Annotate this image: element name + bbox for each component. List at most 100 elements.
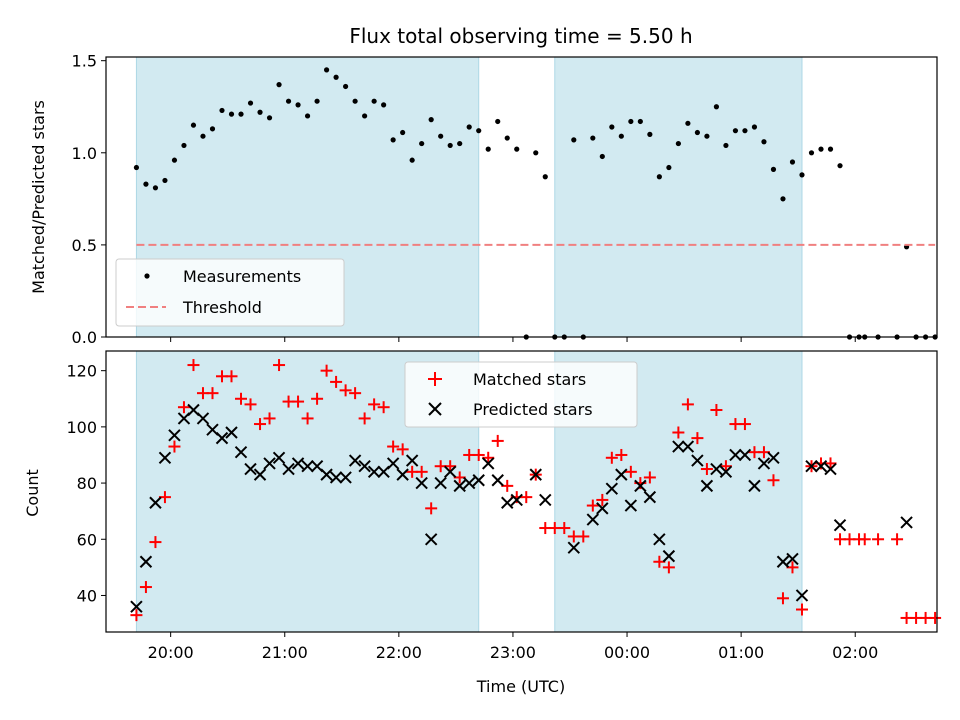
matched-stars-point — [596, 493, 609, 506]
matched-stars-point — [311, 392, 324, 405]
measurement-point — [666, 164, 672, 171]
matched-stars-point — [691, 432, 704, 445]
measurement-point — [571, 137, 577, 143]
y-tick-label: 0.5 — [72, 236, 97, 255]
predicted-stars-point — [405, 454, 419, 467]
measurement-point — [827, 146, 834, 152]
measurement-point — [171, 157, 178, 163]
measurement-point — [514, 146, 520, 152]
predicted-stars-point — [263, 457, 276, 470]
measurement-point — [266, 115, 273, 121]
measurement-point — [400, 129, 406, 136]
predicted-stars-point — [358, 460, 371, 473]
matched-stars-point — [339, 384, 352, 397]
matched-stars-point — [605, 451, 618, 464]
measurement-point — [485, 146, 491, 152]
predicted-stars-point — [605, 482, 619, 495]
matched-stars-point — [330, 375, 343, 388]
matched-stars-point — [558, 522, 571, 535]
predicted-stars-point — [805, 460, 818, 473]
measurement-point — [428, 117, 434, 123]
matched-stars-point — [444, 460, 457, 473]
predicted-stars-point — [472, 474, 485, 487]
measurement-point — [628, 118, 634, 125]
predicted-stars-point — [491, 474, 504, 487]
matched-stars-point — [501, 479, 514, 492]
matched-stars-point — [776, 592, 789, 605]
predicted-stars-point — [462, 476, 476, 490]
matched-stars-point — [786, 561, 799, 574]
x-tick-label: 20:00 — [148, 643, 194, 662]
measurement-point — [219, 107, 225, 114]
measurement-point — [770, 166, 777, 172]
measurement-point — [704, 133, 710, 139]
y-tick-label: 1.0 — [72, 144, 97, 163]
legend-predicted-label: Predicted stars — [473, 400, 593, 419]
predicted-stars-point — [653, 533, 666, 546]
matched-stars-point — [254, 418, 267, 431]
measurement-point — [780, 196, 786, 202]
predicted-stars-point — [586, 513, 600, 526]
y-tick-label: 60 — [77, 530, 97, 549]
x-axis-label: Time (UTC) — [476, 677, 565, 696]
measurement-point — [542, 174, 548, 180]
matched-stars-point — [301, 412, 314, 425]
matched-stars-point — [700, 463, 713, 476]
predicted-stars-point — [244, 462, 257, 476]
measurement-point — [304, 113, 311, 119]
measurement-point — [362, 113, 368, 119]
predicted-stars-point — [643, 490, 657, 504]
matched-stars-point — [520, 491, 533, 504]
measurement-point — [618, 133, 624, 139]
matched-stars-point — [244, 398, 257, 411]
matched-stars-point — [149, 536, 162, 549]
measurement-point — [751, 124, 758, 130]
matched-stars-point — [710, 404, 723, 417]
matched-stars-point — [767, 474, 780, 487]
matched-stars-point — [681, 398, 694, 411]
predicted-stars-point — [738, 448, 752, 462]
matched-stars-point — [396, 443, 409, 456]
predicted-stars-point — [301, 460, 314, 473]
predicted-stars-point — [196, 412, 210, 425]
predicted-stars-point — [139, 555, 153, 568]
legend-measurements-marker — [144, 273, 150, 279]
bottom-legend: Matched stars Predicted stars — [404, 361, 638, 428]
predicted-stars-point — [320, 468, 333, 481]
measurement-point — [457, 140, 463, 147]
measurement-point — [343, 83, 349, 90]
measurement-point — [647, 131, 653, 137]
matched-stars-point — [320, 364, 333, 377]
predicted-stars-point — [234, 445, 248, 459]
measurement-point — [837, 163, 843, 169]
matched-stars-point — [929, 611, 942, 624]
measurement-point — [675, 140, 681, 147]
measurement-point — [285, 98, 292, 104]
matched-stars-point — [795, 603, 808, 616]
measurement-point — [200, 133, 206, 139]
predicted-stars-point — [510, 493, 523, 507]
predicted-stars-point — [767, 451, 780, 464]
matched-stars-point — [158, 491, 171, 504]
y-tick-label: 0.0 — [72, 328, 97, 347]
matched-stars-point — [719, 460, 732, 473]
matched-stars-point — [187, 359, 200, 372]
matched-stars-point — [624, 465, 637, 478]
measurement-point — [133, 164, 140, 171]
matched-stars-point — [482, 451, 495, 464]
y-tick-label: 120 — [66, 362, 97, 381]
matched-stars-point — [891, 533, 904, 546]
matched-stars-point — [653, 555, 666, 568]
matched-stars-point — [139, 581, 152, 594]
matched-stars-point — [349, 387, 362, 400]
predicted-stars-point — [339, 471, 352, 484]
measurement-point — [447, 142, 453, 149]
predicted-stars-point — [149, 496, 162, 509]
measurement-point — [476, 128, 482, 134]
predicted-stars-point — [672, 440, 685, 453]
measurement-point — [333, 74, 339, 80]
predicted-stars-point — [539, 493, 552, 507]
predicted-stars-point — [215, 431, 229, 445]
measurement-point — [323, 67, 330, 73]
measurement-point — [761, 139, 767, 145]
